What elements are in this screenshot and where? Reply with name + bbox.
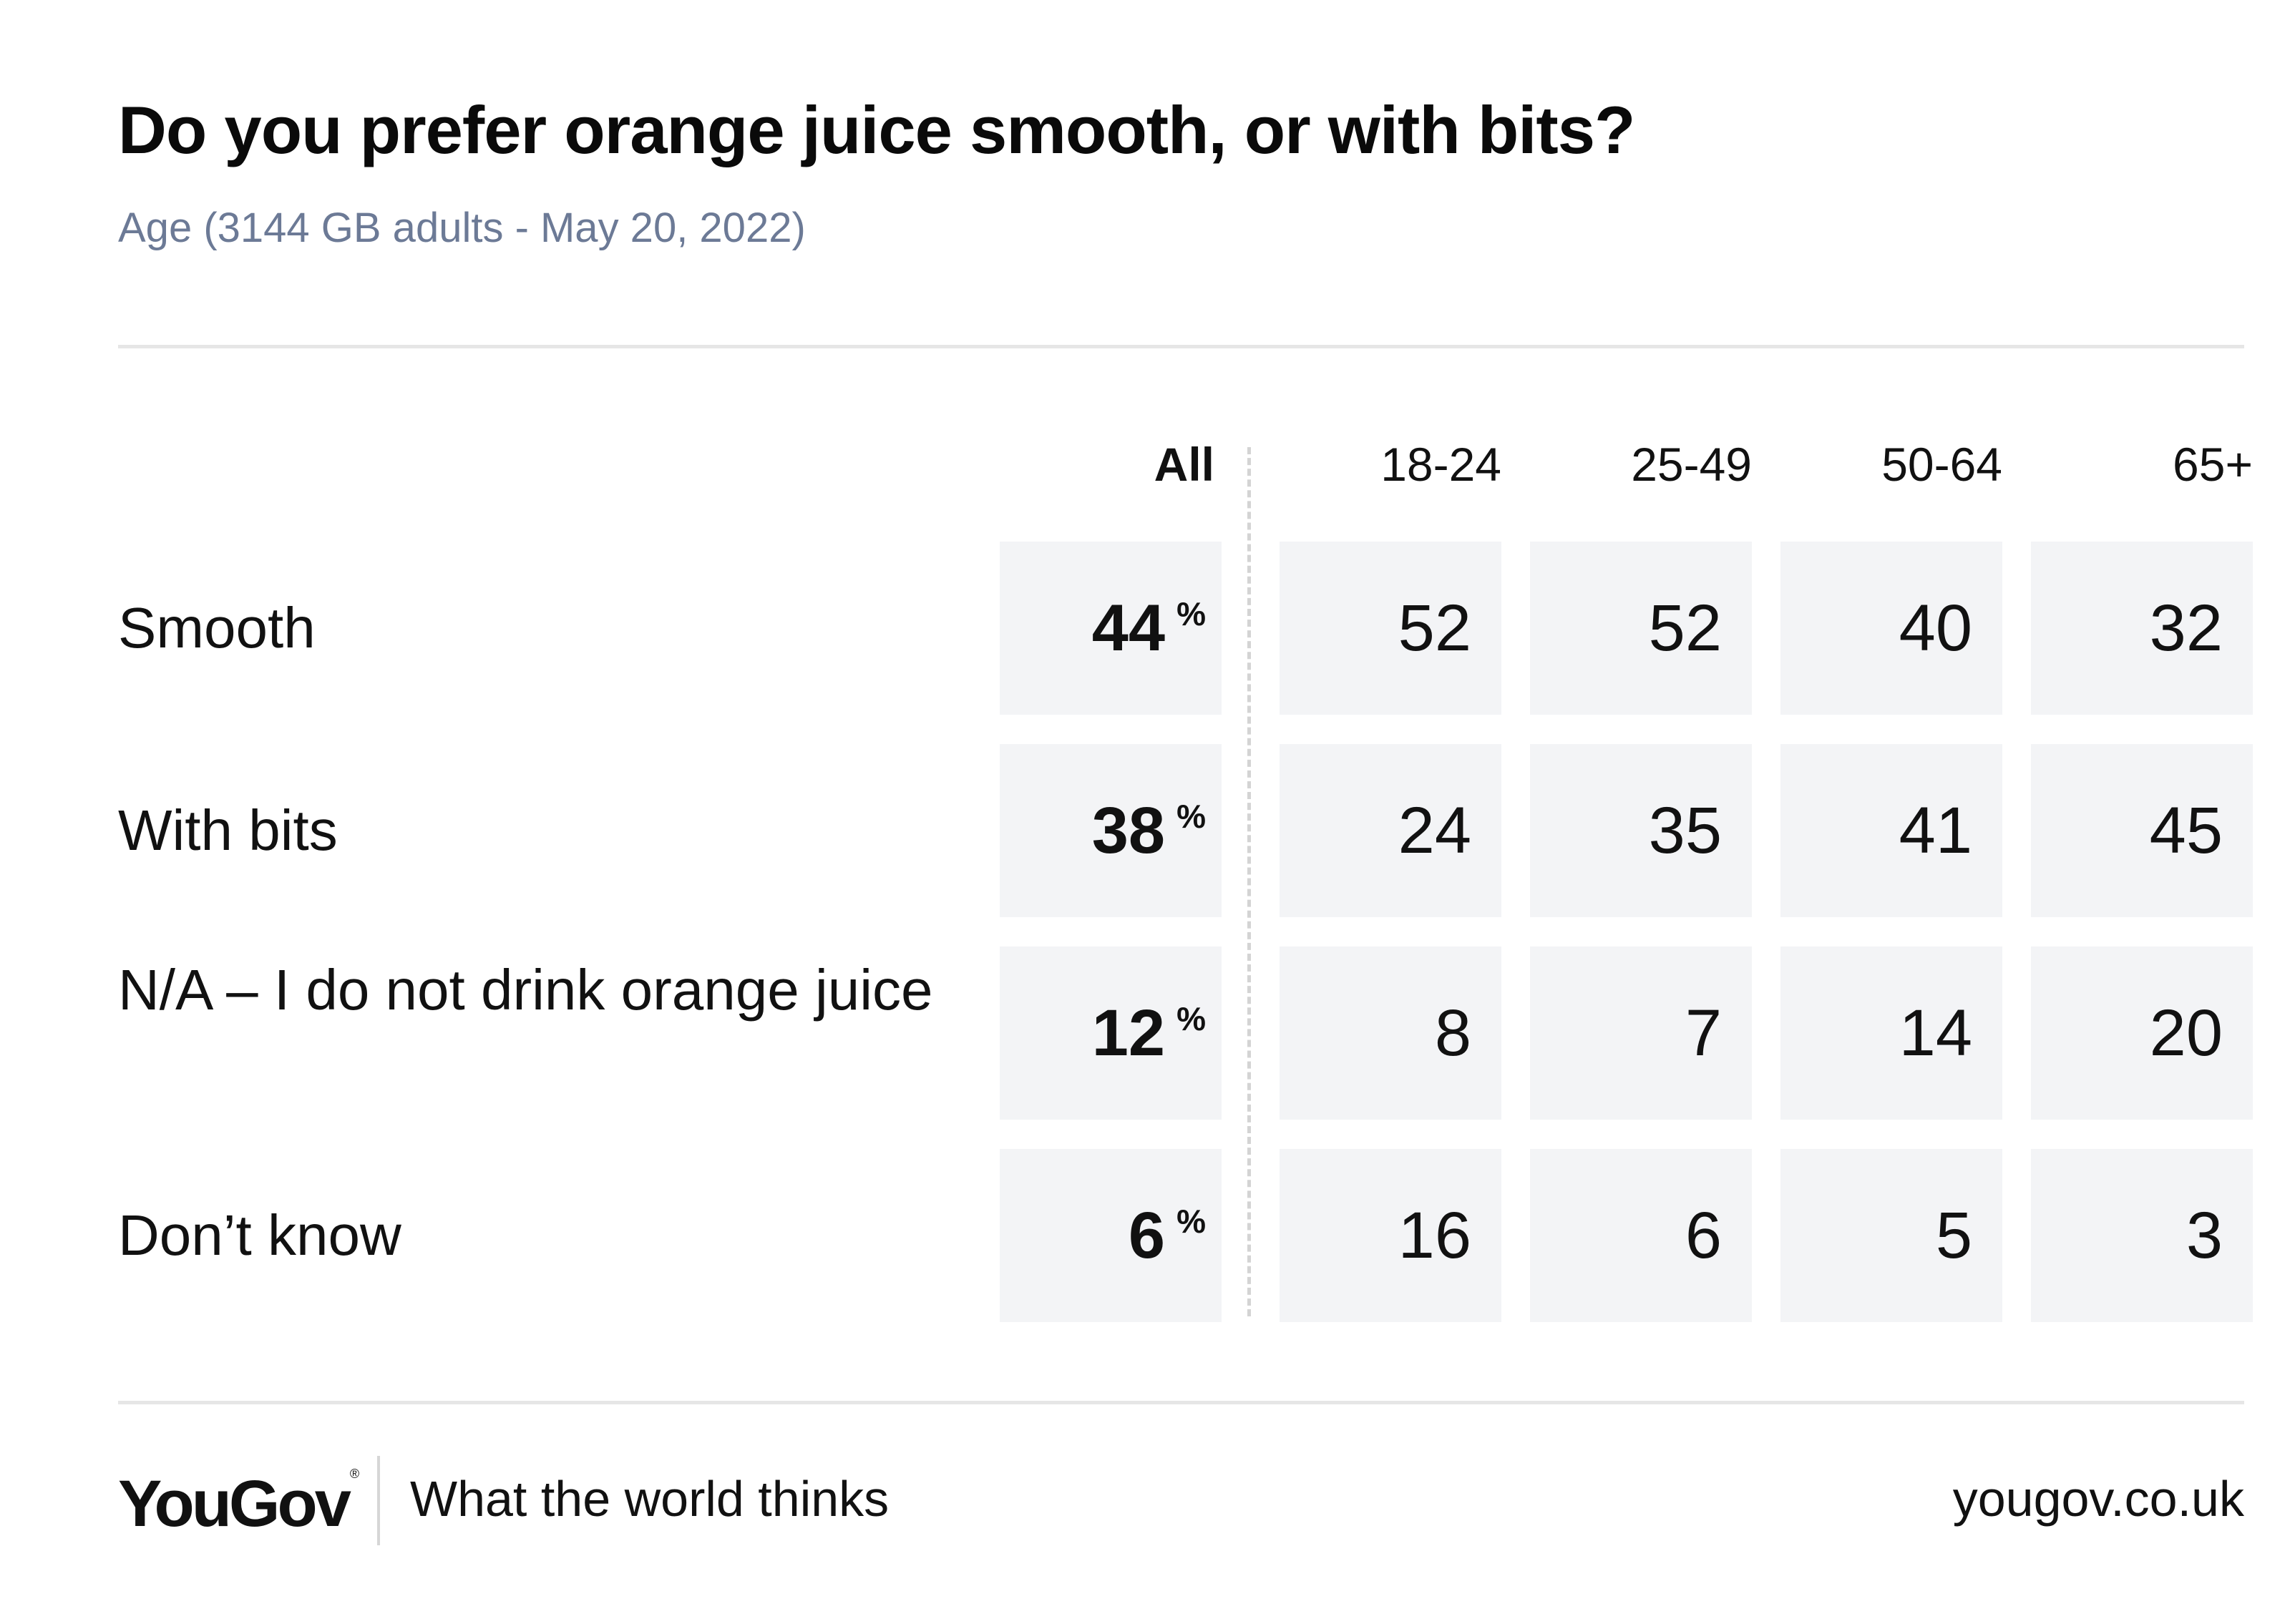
footer-tagline: What the world thinks (410, 1471, 890, 1527)
age-value-cell: 8 (1280, 946, 1501, 1120)
all-value: 12 (1091, 997, 1166, 1070)
row-label: With bits (118, 798, 338, 862)
column-header-50-64: 50-64 (1881, 438, 2002, 491)
age-value-cell: 41 (1780, 744, 2002, 917)
age-value-cell: 24 (1280, 744, 1501, 917)
all-column-separator (1247, 447, 1251, 1316)
all-value-cell: 44% (1000, 542, 1222, 715)
yougov-logo[interactable]: YouGov ® (118, 1467, 360, 1540)
column-header-65plus: 65+ (2173, 438, 2253, 491)
age-value-cell: 20 (2031, 946, 2253, 1120)
all-value-cell: 38% (1000, 744, 1222, 917)
age-value-cell: 52 (1530, 542, 1752, 715)
age-value-cell: 14 (1780, 946, 2002, 1120)
age-value-cell: 3 (2031, 1149, 2253, 1322)
age-value-cell: 32 (2031, 542, 2253, 715)
age-value-cell: 35 (1530, 744, 1752, 917)
age-value-cell: 45 (2031, 744, 2253, 917)
percent-sign: % (1176, 1203, 1206, 1240)
age-value-cell: 6 (1530, 1149, 1752, 1322)
age-value-cell: 5 (1780, 1149, 2002, 1322)
all-value-cell: 6% (1000, 1149, 1222, 1322)
footer-divider (377, 1456, 380, 1545)
row-label: Don’t know (118, 1203, 401, 1267)
column-header-18-24: 18-24 (1380, 438, 1501, 491)
registered-mark: ® (349, 1467, 360, 1481)
age-value-cell: 40 (1780, 542, 2002, 715)
column-header-25-49: 25-49 (1631, 438, 1752, 491)
all-value: 38 (1091, 794, 1166, 867)
footer-url-link[interactable]: yougov.co.uk (1952, 1471, 2244, 1527)
all-value: 6 (1128, 1199, 1166, 1272)
percent-sign: % (1176, 798, 1206, 835)
bottom-divider (118, 1401, 2244, 1404)
age-value-cell: 7 (1530, 946, 1752, 1120)
row-label: N/A – I do not drink orange juice (118, 958, 933, 1022)
all-value-cell: 12% (1000, 946, 1222, 1120)
chart-subtitle: Age (3144 GB adults - May 20, 2022) (118, 205, 806, 251)
all-value: 44 (1091, 592, 1166, 665)
chart-title: Do you prefer orange juice smooth, or wi… (118, 92, 1635, 167)
top-divider (118, 345, 2244, 348)
row-label: Smooth (118, 596, 316, 660)
age-value-cell: 52 (1280, 542, 1501, 715)
percent-sign: % (1176, 1000, 1206, 1037)
percent-sign: % (1176, 595, 1206, 632)
column-header-all: All (1154, 438, 1214, 491)
age-value-cell: 16 (1280, 1149, 1501, 1322)
